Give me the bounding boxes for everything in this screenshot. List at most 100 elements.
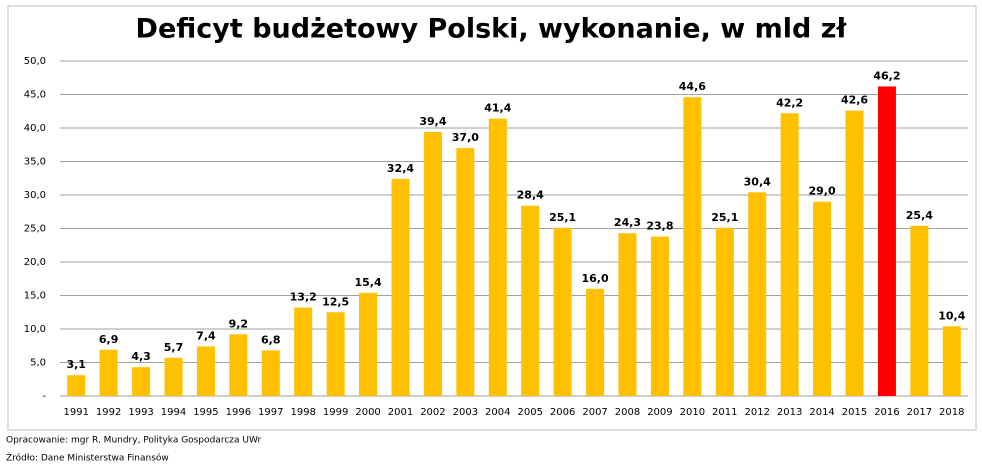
- bar: [99, 349, 118, 396]
- bar: [488, 118, 507, 397]
- x-tick-label: 2001: [388, 407, 413, 418]
- value-label: 25,4: [906, 209, 933, 222]
- x-tick-label: 2008: [615, 407, 640, 418]
- x-tick-label: 2011: [712, 407, 737, 418]
- y-tick-label: 10,0: [24, 324, 46, 335]
- x-tick-label: 1994: [161, 407, 186, 418]
- bar: [423, 132, 442, 396]
- y-tick-label: 45,0: [24, 90, 46, 101]
- x-tick-label: 1998: [290, 407, 315, 418]
- value-label: 46,2: [873, 69, 900, 82]
- bar: [456, 148, 475, 396]
- value-label: 3,1: [66, 358, 86, 371]
- note: Źródło: Dane Ministerstwa Finansów: [6, 452, 169, 464]
- value-label: 29,0: [809, 185, 836, 198]
- value-label: 25,1: [711, 211, 738, 224]
- x-tick-label: 2006: [550, 407, 575, 418]
- y-tick-label: -: [42, 391, 46, 402]
- value-label: 39,4: [419, 115, 446, 128]
- bar: [650, 236, 669, 396]
- x-tick-label: 2009: [647, 407, 672, 418]
- value-label: 12,5: [322, 295, 349, 308]
- x-tick-label: 2004: [485, 407, 510, 418]
- bar: [586, 288, 605, 396]
- y-tick-label: 40,0: [24, 123, 46, 134]
- bar: [521, 205, 540, 396]
- value-label: 24,3: [614, 216, 641, 229]
- x-tick-label: 2015: [842, 407, 867, 418]
- value-label: 44,6: [679, 80, 706, 93]
- bar: [261, 350, 280, 396]
- bar: [748, 192, 767, 396]
- x-tick-label: 1995: [193, 407, 218, 418]
- value-label: 23,8: [646, 220, 673, 233]
- value-label: 42,6: [841, 94, 868, 107]
- bar: [845, 110, 864, 396]
- x-tick-label: 1996: [226, 407, 251, 418]
- bar: [359, 292, 378, 396]
- value-label: 6,8: [261, 333, 281, 346]
- bar: [618, 233, 637, 396]
- value-label: 25,1: [549, 211, 576, 224]
- bar: [942, 326, 961, 396]
- y-tick-label: 15,0: [24, 291, 46, 302]
- bar: [326, 312, 345, 396]
- value-label: 41,4: [484, 102, 511, 115]
- x-tick-label: 1997: [258, 407, 283, 418]
- bar: [391, 178, 410, 396]
- value-label: 9,2: [229, 317, 249, 330]
- value-label: 7,4: [196, 329, 216, 342]
- value-label: 6,9: [99, 333, 119, 346]
- chart-title: Deficyt budżetowy Polski, wykonanie, w m…: [136, 14, 848, 45]
- value-label: 37,0: [452, 131, 479, 144]
- y-tick-label: 35,0: [24, 157, 46, 168]
- value-label: 4,3: [131, 350, 151, 363]
- x-tick-label: 2017: [907, 407, 932, 418]
- bar: [780, 113, 799, 396]
- x-tick-label: 2013: [777, 407, 802, 418]
- bar: [196, 346, 215, 396]
- value-label: 10,4: [938, 309, 965, 322]
- value-label: 13,2: [290, 291, 317, 304]
- bar: [813, 201, 832, 396]
- value-label: 16,0: [582, 272, 609, 285]
- bar: [229, 334, 248, 396]
- bar: [67, 375, 86, 396]
- y-tick-label: 5,0: [30, 358, 46, 369]
- x-tick-label: 1992: [96, 407, 121, 418]
- bar: [553, 227, 572, 396]
- y-tick-label: 30,0: [24, 190, 46, 201]
- bar: [715, 227, 734, 396]
- value-label: 5,7: [164, 341, 184, 354]
- x-tick-label: 1999: [323, 407, 348, 418]
- value-label: 30,4: [744, 175, 771, 188]
- y-tick-label: 25,0: [24, 224, 46, 235]
- bar: [910, 225, 929, 396]
- bar: [877, 86, 896, 397]
- x-tick-label: 2005: [517, 407, 542, 418]
- x-tick-label: 2018: [939, 407, 964, 418]
- value-label: 32,4: [387, 162, 414, 175]
- x-tick-label: 2000: [355, 407, 380, 418]
- bar: [164, 357, 183, 396]
- x-tick-label: 2016: [874, 407, 899, 418]
- x-tick-label: 2007: [582, 407, 607, 418]
- x-tick-label: 2010: [680, 407, 705, 418]
- x-tick-label: 2012: [744, 407, 769, 418]
- value-label: 42,2: [776, 96, 803, 109]
- value-label: 15,4: [355, 276, 382, 289]
- bar: [132, 367, 151, 396]
- x-tick-label: 2014: [809, 407, 834, 418]
- x-tick-label: 1993: [128, 407, 153, 418]
- y-tick-label: 50,0: [24, 56, 46, 67]
- x-tick-label: 2003: [453, 407, 478, 418]
- y-tick-label: 20,0: [24, 257, 46, 268]
- bar: [683, 97, 702, 397]
- x-tick-label: 1991: [63, 407, 88, 418]
- x-tick-label: 2002: [420, 407, 445, 418]
- value-label: 28,4: [517, 189, 544, 202]
- bar: [294, 307, 313, 396]
- note: Opracowanie: mgr R. Mundry, Polityka Gos…: [6, 436, 261, 446]
